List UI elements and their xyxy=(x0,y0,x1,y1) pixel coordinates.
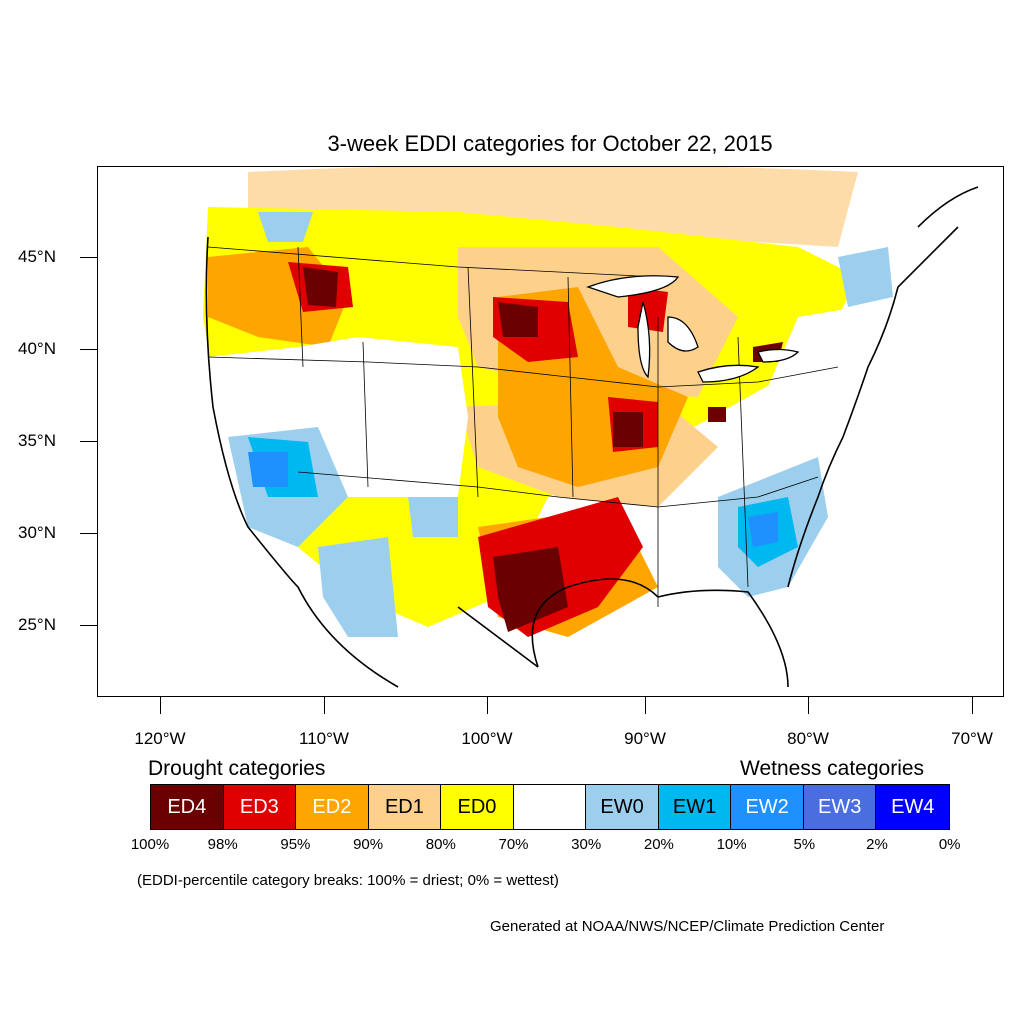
lat-label-45: 45°N xyxy=(18,247,56,266)
lon-tick xyxy=(645,697,647,714)
lon-tick xyxy=(972,697,974,714)
legend-box-ed0: ED0 xyxy=(441,785,514,829)
lon-label-80: 80°W xyxy=(787,729,829,748)
percentile-label: 5% xyxy=(793,836,816,853)
lon-label-100: 100°W xyxy=(461,729,513,748)
lon-tick xyxy=(808,697,810,714)
lon-label-120: 120°W xyxy=(134,729,186,748)
percentile-label: 10% xyxy=(716,836,747,853)
legend-box-neutral xyxy=(513,785,587,829)
lat-label-25: 25°N xyxy=(18,615,56,634)
coastline xyxy=(205,186,979,688)
percentile-label: 70% xyxy=(498,836,529,853)
credit-line: Generated at NOAA/NWS/NCEP/Climate Predi… xyxy=(490,918,885,935)
lat-label-40: 40°N xyxy=(18,339,56,358)
region-ed4-sdakota xyxy=(498,302,538,337)
legend-box-ew2: EW2 xyxy=(731,785,804,829)
legend-box-ew0: EW0 xyxy=(586,785,659,829)
eddi-map xyxy=(97,166,1004,697)
legend-box-ed2: ED2 xyxy=(296,785,369,829)
percentile-label: 100% xyxy=(130,836,170,853)
lat-label-35: 35°N xyxy=(18,431,56,450)
percentile-label: 0% xyxy=(938,836,961,853)
region-neutral-ne xyxy=(768,307,858,417)
map-svg xyxy=(203,167,979,688)
lat-tick xyxy=(80,625,97,627)
region-ew0-wa xyxy=(258,212,313,242)
percentile-note: (EDDI-percentile category breaks: 100% =… xyxy=(137,872,559,889)
region-ew0-mexico xyxy=(318,537,398,637)
percentile-label: 90% xyxy=(353,836,384,853)
drought-legend-title: Drought categories xyxy=(148,757,326,780)
region-ed4-missouri xyxy=(613,412,643,447)
percentile-label: 2% xyxy=(866,836,888,853)
wetness-legend-title: Wetness categories xyxy=(740,757,925,780)
lon-label-90: 90°W xyxy=(624,729,666,748)
lat-label-30: 30°N xyxy=(18,523,56,542)
percentile-label: 80% xyxy=(425,836,456,853)
percentile-label: 95% xyxy=(280,836,311,853)
region-ew2-se xyxy=(748,512,778,547)
legend-box-ew4: EW4 xyxy=(876,785,950,829)
lat-tick xyxy=(80,533,97,535)
map-title: 3-week EDDI categories for October 22, 2… xyxy=(327,131,773,156)
lat-tick xyxy=(80,349,97,351)
legend-box-ew1: EW1 xyxy=(658,785,732,829)
region-ed4-idaho xyxy=(303,267,338,307)
legend-box-ew3: EW3 xyxy=(803,785,877,829)
lon-tick xyxy=(160,697,162,714)
region-ed4-texas xyxy=(493,547,568,632)
legend-box-ed3: ED3 xyxy=(223,785,297,829)
lat-tick xyxy=(80,441,97,443)
lon-label-70: 70°W xyxy=(951,729,993,748)
region-ed4-ohio xyxy=(708,407,726,422)
region-ew0-maine xyxy=(838,247,893,307)
percentile-label: 98% xyxy=(207,836,238,853)
region-ew2-sw xyxy=(248,452,288,487)
great-lakes xyxy=(586,275,800,383)
lon-label-110: 110°W xyxy=(299,729,349,748)
lon-tick xyxy=(324,697,326,714)
percentile-label: 30% xyxy=(571,836,602,853)
legend-box-ed1: ED1 xyxy=(368,785,442,829)
legend-box-ed4: ED4 xyxy=(151,785,224,829)
state-boundaries xyxy=(207,246,839,607)
lat-tick xyxy=(80,257,97,259)
lon-tick xyxy=(487,697,489,714)
category-legend: ED4 ED3 ED2 ED1 ED0 EW0 EW1 EW2 EW3 EW4 xyxy=(150,784,950,830)
percentile-label: 20% xyxy=(643,836,674,853)
region-ew0-nm xyxy=(408,497,458,537)
